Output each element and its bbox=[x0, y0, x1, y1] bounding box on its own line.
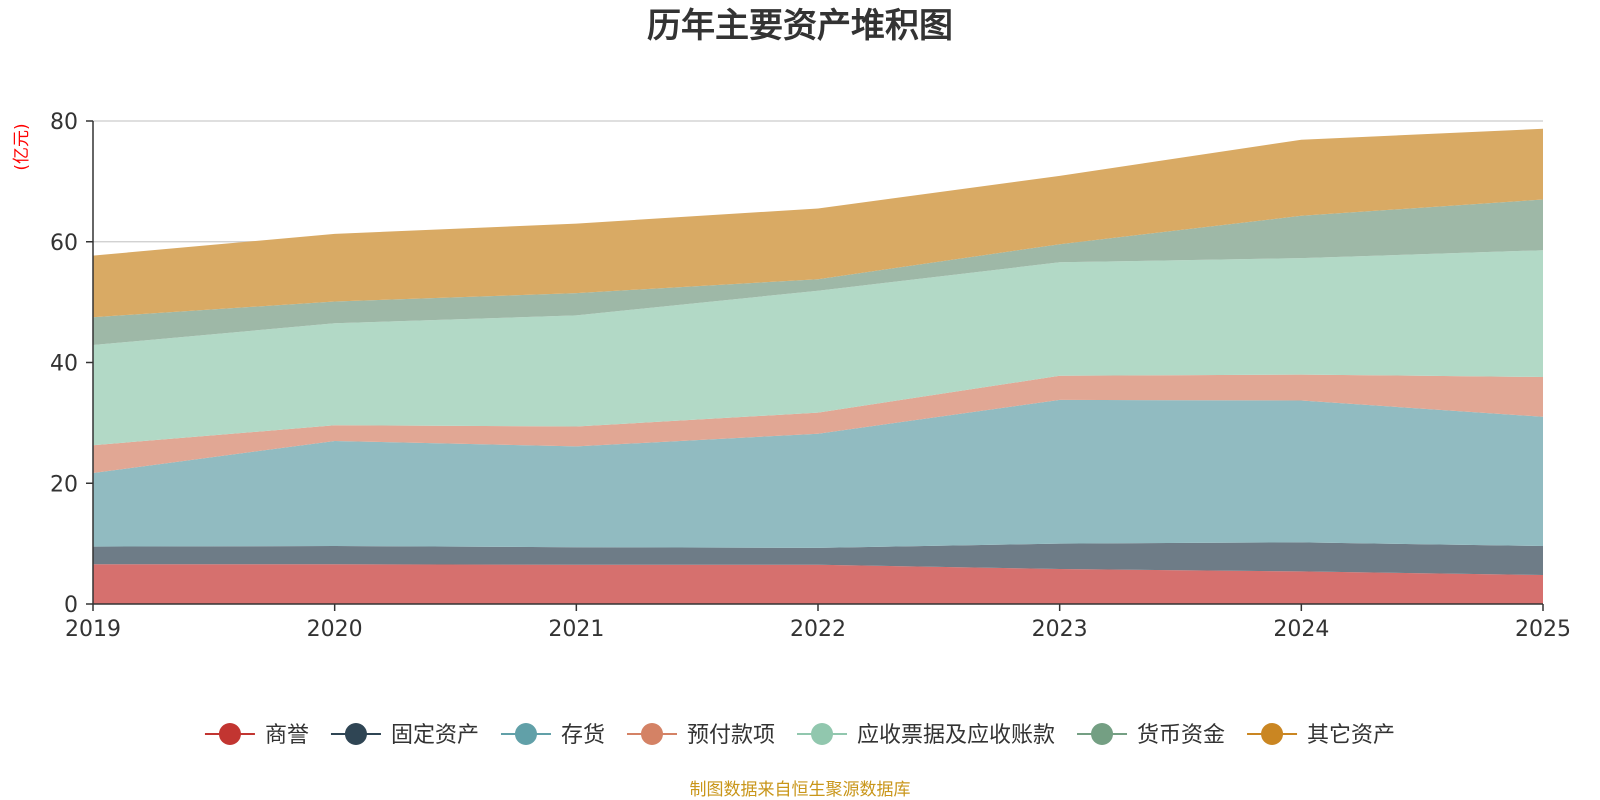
area-series-1 bbox=[93, 542, 1543, 575]
legend-label-0: 商誉 bbox=[265, 723, 309, 748]
legend-item-2[interactable]: 存货 bbox=[500, 723, 605, 748]
x-tick-label-2024: 2024 bbox=[1273, 617, 1329, 642]
x-tick-label-2023: 2023 bbox=[1032, 617, 1088, 642]
legend-marker-icon bbox=[1091, 723, 1114, 745]
x-tick-label-2022: 2022 bbox=[790, 617, 846, 642]
source-note: 制图数据来自恒生聚源数据库 bbox=[690, 780, 911, 800]
legend-marker-icon bbox=[811, 723, 834, 745]
legend-label-3: 预付款项 bbox=[687, 723, 775, 748]
area-series-4 bbox=[93, 250, 1543, 446]
y-tick-label-60: 60 bbox=[50, 231, 78, 256]
y-tick-label-20: 20 bbox=[50, 472, 78, 497]
axes: 0 20 40 60 80 2019 2020 2021 2022 2023 2024 2025 bbox=[50, 110, 1571, 642]
area-series-3 bbox=[93, 374, 1543, 473]
x-tick-label-2021: 2021 bbox=[548, 617, 604, 642]
x-tick-label-2020: 2020 bbox=[307, 617, 363, 642]
y-axis-unit-label: (亿元) bbox=[12, 123, 32, 170]
y-tick-label-40: 40 bbox=[50, 352, 78, 377]
legend-marker-icon bbox=[1261, 723, 1284, 745]
legend-item-5[interactable]: 货币资金 bbox=[1077, 723, 1225, 748]
legend-marker-icon bbox=[218, 723, 241, 745]
legend-marker-icon bbox=[640, 723, 663, 745]
area-series-2 bbox=[93, 399, 1543, 548]
legend[interactable]: 商誉 固定资产 存货 预付款项 应收票据及应收账款 货币资金 其它资产 bbox=[204, 723, 1395, 748]
chart-title: 历年主要资产堆积图 bbox=[647, 6, 953, 46]
area-series-5 bbox=[93, 199, 1543, 345]
area-series-layer bbox=[93, 128, 1543, 604]
y-tick-label-80: 80 bbox=[50, 110, 78, 135]
legend-marker-icon bbox=[514, 723, 537, 745]
legend-item-6[interactable]: 其它资产 bbox=[1247, 723, 1395, 748]
legend-label-1: 固定资产 bbox=[391, 723, 479, 748]
area-series-6 bbox=[93, 128, 1543, 318]
area-series-0 bbox=[93, 564, 1543, 604]
x-tick-label-2019: 2019 bbox=[65, 617, 121, 642]
legend-label-2: 存货 bbox=[561, 723, 605, 748]
legend-label-6: 其它资产 bbox=[1307, 723, 1395, 748]
legend-item-1[interactable]: 固定资产 bbox=[330, 723, 479, 748]
legend-item-4[interactable]: 应收票据及应收账款 bbox=[797, 723, 1055, 748]
legend-item-3[interactable]: 预付款项 bbox=[626, 723, 775, 748]
legend-item-0[interactable]: 商誉 bbox=[204, 723, 309, 748]
x-tick-label-2025: 2025 bbox=[1515, 617, 1571, 642]
y-tick-label-0: 0 bbox=[64, 593, 78, 618]
legend-label-5: 货币资金 bbox=[1137, 723, 1225, 748]
legend-marker-icon bbox=[344, 723, 367, 745]
legend-label-4: 应收票据及应收账款 bbox=[857, 723, 1055, 748]
